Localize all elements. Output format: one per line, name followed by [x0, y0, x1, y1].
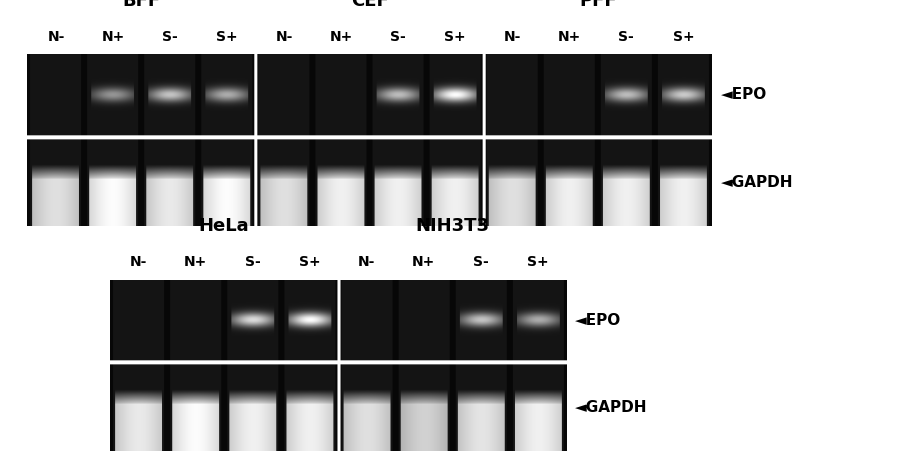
Text: S-: S- [245, 256, 260, 269]
Text: S+: S+ [527, 256, 549, 269]
Text: S-: S- [162, 30, 178, 44]
Text: N-: N- [130, 256, 147, 269]
Text: S+: S+ [444, 30, 466, 44]
Text: ◄GAPDH: ◄GAPDH [721, 175, 793, 190]
Text: N+: N+ [184, 256, 207, 269]
Text: NIH3T3: NIH3T3 [415, 217, 489, 235]
Text: S+: S+ [299, 256, 321, 269]
Text: CEF: CEF [351, 0, 388, 9]
Text: N+: N+ [412, 256, 435, 269]
Text: ◄EPO: ◄EPO [721, 87, 767, 102]
Text: S+: S+ [216, 30, 238, 44]
Text: S+: S+ [672, 30, 694, 44]
Text: S-: S- [390, 30, 406, 44]
Text: ◄EPO: ◄EPO [574, 313, 621, 328]
Text: N-: N- [504, 30, 521, 44]
Text: ◄GAPDH: ◄GAPDH [574, 400, 648, 415]
Text: N-: N- [358, 256, 376, 269]
Text: N-: N- [276, 30, 293, 44]
Text: S-: S- [473, 256, 488, 269]
Text: S-: S- [618, 30, 634, 44]
Text: PFF: PFF [579, 0, 616, 9]
Text: N+: N+ [102, 30, 125, 44]
Text: N-: N- [48, 30, 65, 44]
Text: BFF: BFF [123, 0, 160, 9]
Text: HeLa: HeLa [199, 217, 249, 235]
Text: N+: N+ [558, 30, 581, 44]
Text: N+: N+ [330, 30, 353, 44]
